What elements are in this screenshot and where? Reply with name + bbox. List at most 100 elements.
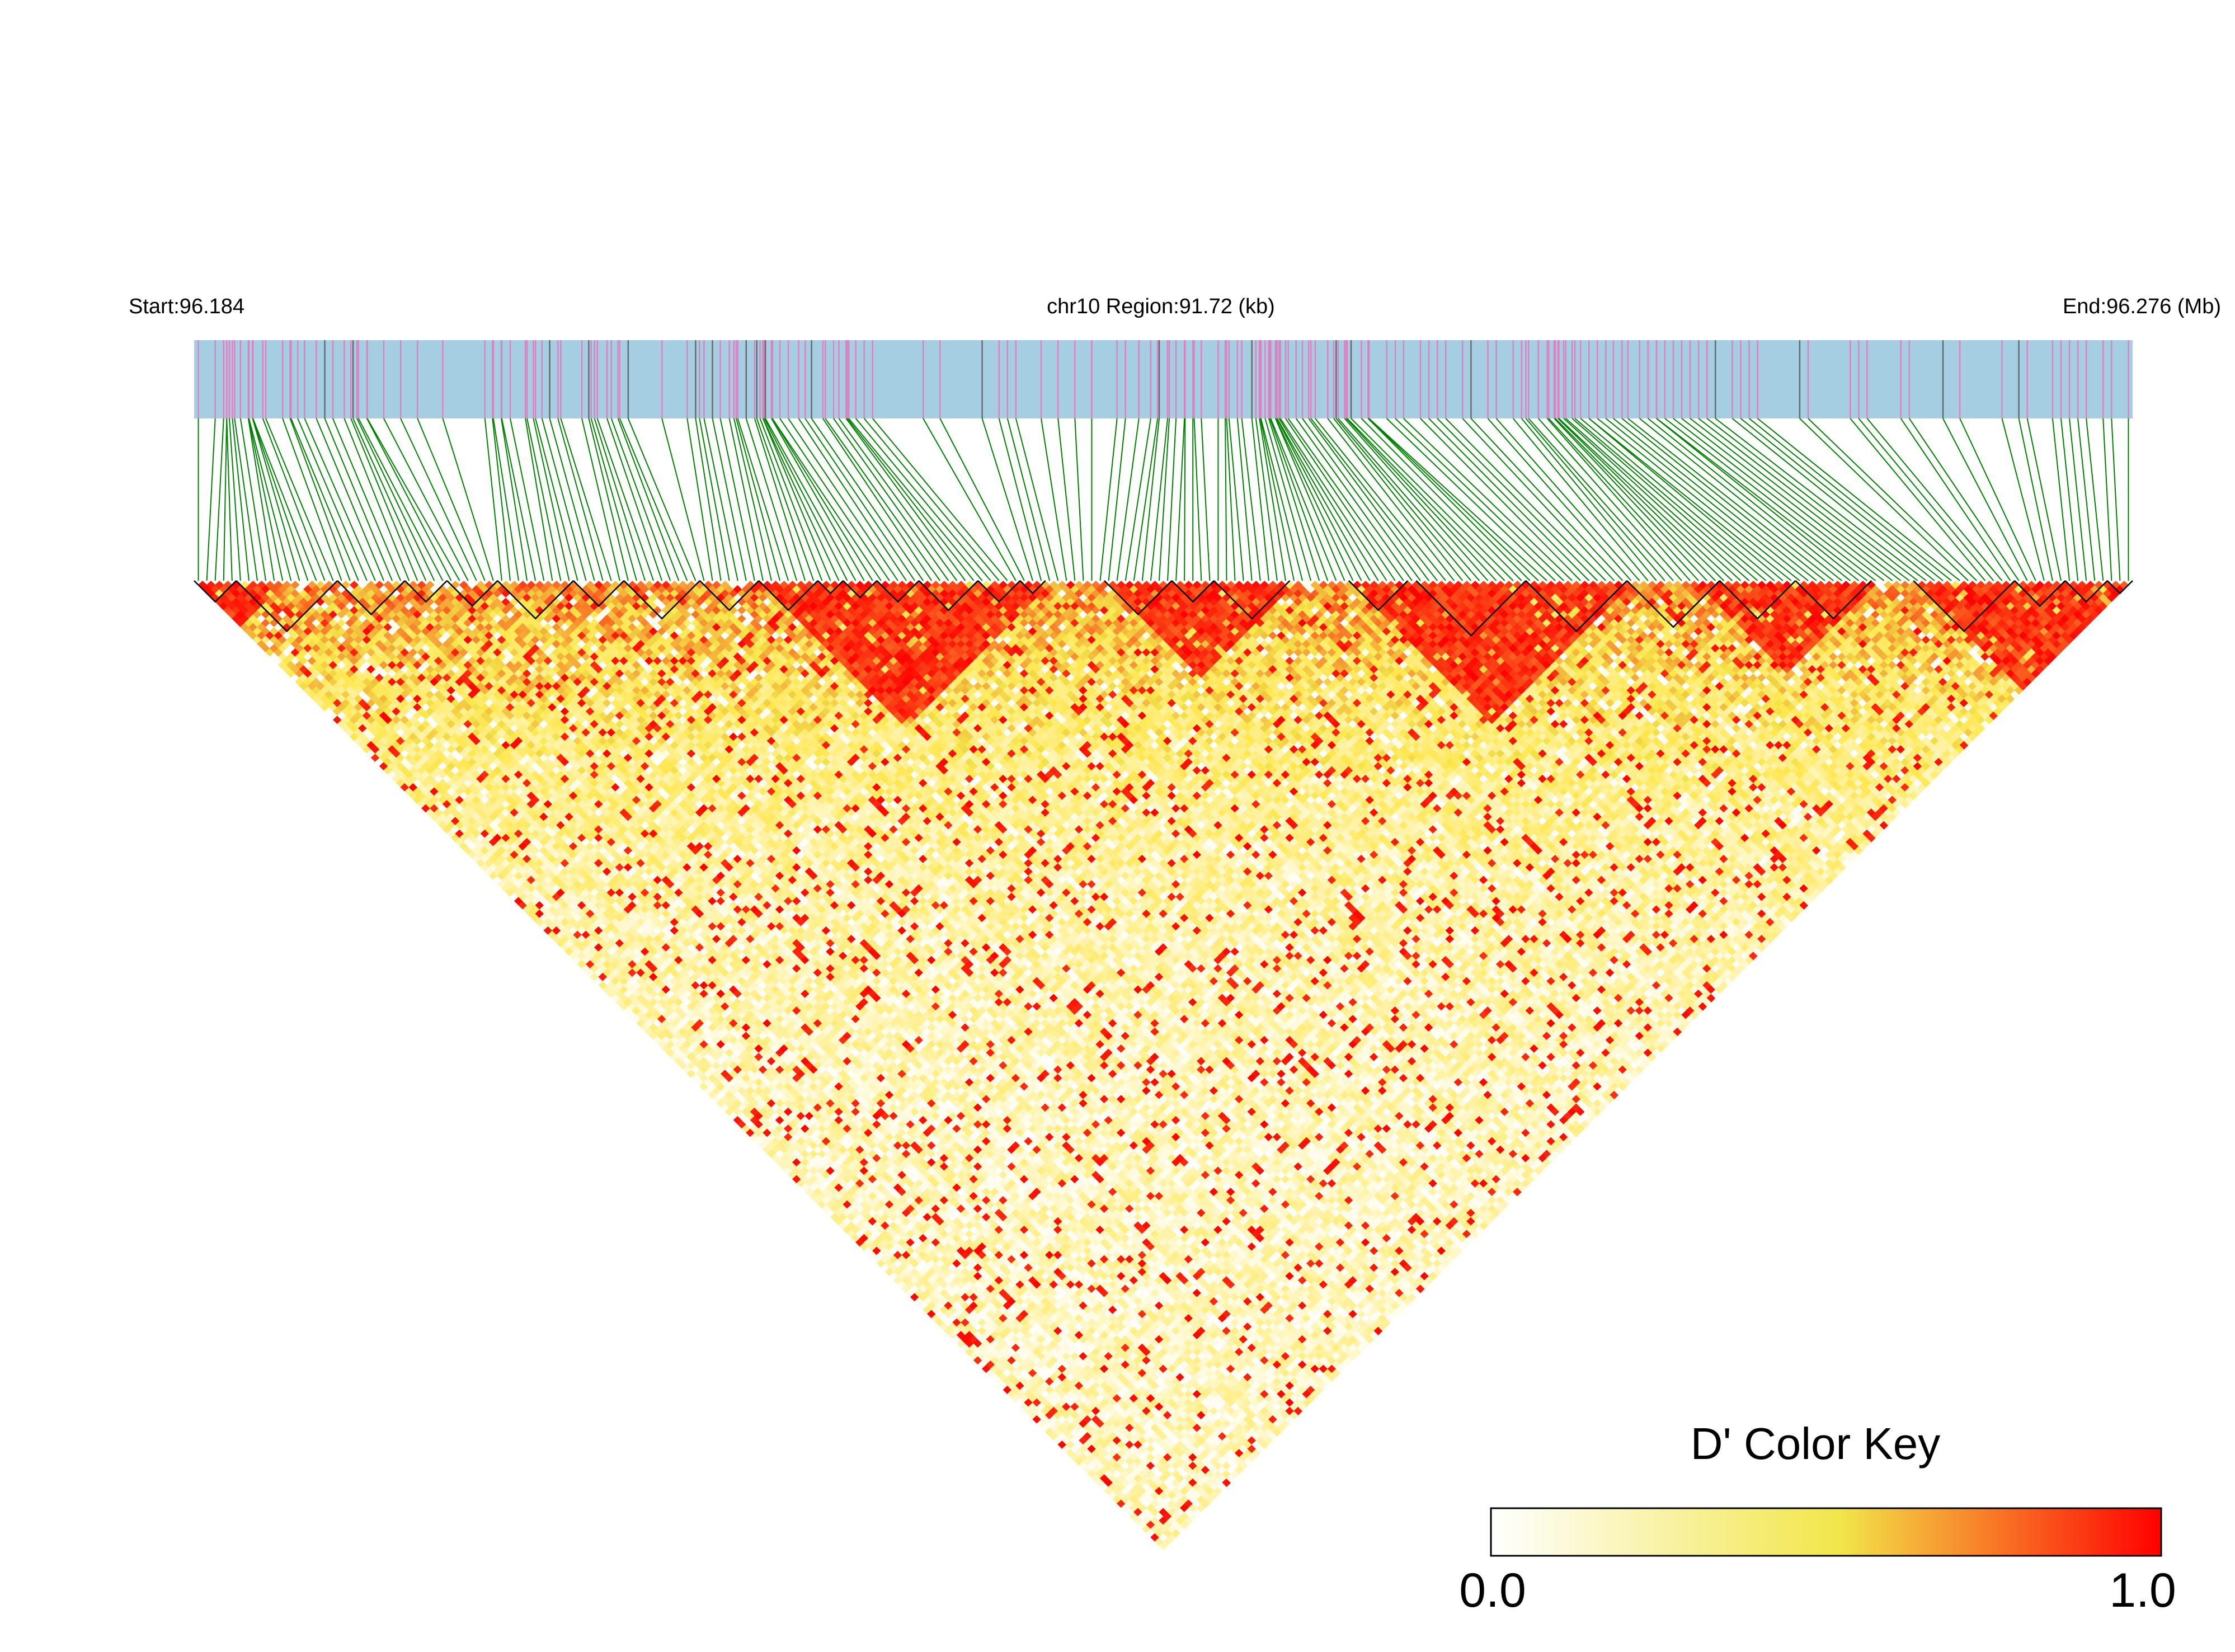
snp-connector — [1558, 418, 1733, 581]
snp-connector — [501, 418, 537, 581]
snp-connector — [594, 418, 646, 581]
snp-connector — [1015, 418, 1059, 581]
snp-connector — [703, 418, 738, 581]
snp-connector — [206, 418, 216, 581]
snp-connector — [1167, 418, 1177, 581]
snp-connector — [845, 418, 966, 581]
snp-connector — [855, 418, 991, 581]
snp-connector — [1041, 418, 1067, 581]
snp-connectors — [197, 418, 2129, 581]
region-end-label: End:96.276 (Mb) — [2063, 295, 2221, 318]
snp-connector — [771, 418, 882, 581]
snp-connector — [1108, 418, 1126, 581]
snp-connector — [745, 418, 798, 581]
ld-cell — [223, 581, 233, 590]
snp-connector — [1302, 418, 1421, 581]
snp-connector — [2060, 418, 2079, 581]
snp-connector — [1201, 418, 1211, 581]
ld-heatmap-cells — [197, 581, 2129, 1551]
snp-connector — [762, 418, 840, 581]
snp-connector — [811, 418, 924, 581]
snp-connector — [1347, 418, 1505, 581]
snp-connector — [1225, 418, 1227, 581]
snp-connector — [2086, 418, 2104, 581]
snp-connector — [1403, 418, 1573, 581]
snp-connector — [825, 418, 941, 581]
snp-connector — [1959, 418, 2036, 581]
snp-connector — [1445, 418, 1607, 581]
snp-connector — [1664, 418, 1876, 581]
snp-connector — [1571, 418, 1758, 581]
snp-connector — [1748, 418, 1952, 581]
snp-connector — [541, 418, 587, 581]
snp-connector — [1251, 418, 1269, 581]
snp-connector — [1368, 418, 1547, 581]
snp-connector — [1099, 418, 1118, 581]
snp-connector — [226, 418, 233, 581]
snp-connector — [1495, 418, 1640, 581]
ld-cell — [215, 581, 224, 590]
snp-connector — [1621, 418, 1825, 581]
snp-connector — [1565, 418, 1750, 581]
snp-connector — [2111, 418, 2121, 581]
snp-connector — [282, 418, 342, 581]
snp-connector — [1335, 418, 1472, 581]
snp-connector — [846, 418, 975, 581]
snp-connector — [1799, 418, 1969, 581]
snp-connector — [492, 418, 511, 581]
snp-connector — [1521, 418, 1657, 581]
snp-connector — [1287, 418, 1404, 581]
snp-connector — [1740, 418, 1944, 581]
snp-connector — [756, 418, 815, 581]
snp-connector — [1487, 418, 1632, 581]
snp-connector — [728, 418, 764, 581]
snp-connector — [248, 418, 292, 581]
snp-connector — [1900, 418, 2011, 581]
snp-connector — [248, 418, 284, 581]
snp-connector — [332, 418, 402, 581]
snp-connector — [417, 418, 486, 581]
snp-connector — [1420, 418, 1581, 581]
snp-connector — [509, 418, 545, 581]
snp-connector — [2102, 418, 2112, 581]
snp-connector — [1538, 418, 1682, 581]
snp-connector — [1574, 418, 1767, 581]
snp-connector — [661, 418, 705, 581]
snp-connector — [1656, 418, 1868, 581]
snp-connector — [1548, 418, 1699, 581]
snp-connector — [771, 418, 873, 581]
snp-connector — [1942, 418, 2028, 581]
snp-connector — [1193, 418, 1202, 581]
snp-connector — [581, 418, 620, 581]
snp-connector — [1345, 418, 1497, 581]
snp-connector — [1057, 418, 1076, 581]
snp-connector — [754, 418, 806, 581]
snp-connector — [606, 418, 663, 581]
snp-connector — [1528, 418, 1674, 581]
snp-connector — [442, 418, 494, 581]
snp-connector — [1310, 418, 1438, 581]
region-start-label: Start:96.184 — [129, 295, 244, 318]
snp-connector — [1866, 418, 2003, 581]
snp-connector — [535, 418, 578, 581]
snp-connector — [2069, 418, 2087, 581]
snp-connector — [1428, 418, 1590, 581]
snp-connector — [788, 418, 898, 581]
snp-connector — [357, 418, 444, 581]
snp-connector — [1627, 418, 1834, 581]
snp-connector — [737, 418, 789, 581]
snp-connector — [1808, 418, 1977, 581]
snp-connector — [1277, 418, 1371, 581]
snp-connector — [1681, 418, 1893, 581]
snp-connector — [764, 418, 848, 581]
snp-connector — [1858, 418, 1994, 581]
snp-connector — [590, 418, 637, 581]
snp-connector — [771, 418, 865, 581]
snp-connector — [1274, 418, 1345, 581]
snp-connector — [239, 418, 267, 581]
snp-connector — [324, 418, 393, 581]
snp-connector — [627, 418, 697, 581]
snp-connector — [712, 418, 747, 581]
ld-cell — [197, 581, 208, 590]
snp-connector — [1368, 418, 1539, 581]
